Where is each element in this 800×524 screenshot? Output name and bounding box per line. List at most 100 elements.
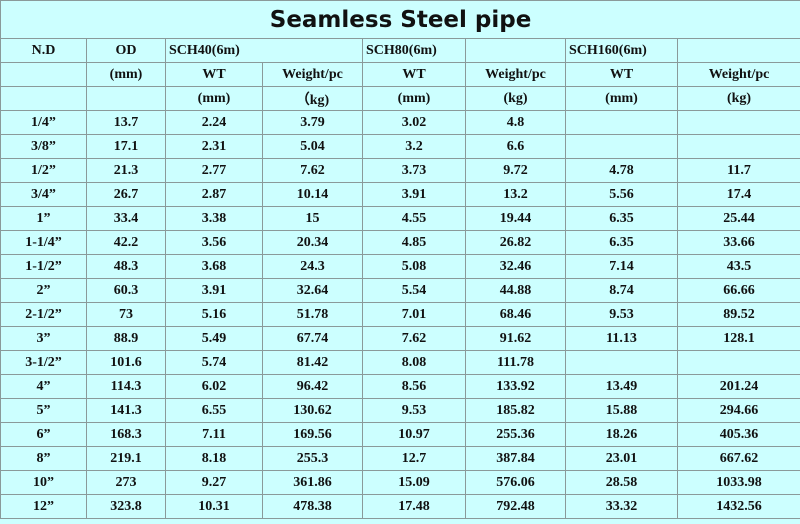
header-row: (mm) WT Weight/pc WT Weight/pc WT Weight/pc (0, 62, 800, 87)
cell: 4” (0, 374, 87, 399)
cell: 44.88 (465, 278, 566, 303)
cell: 1” (0, 206, 87, 231)
cell: 7.14 (565, 254, 678, 279)
data-row: 3-1/2” 101.6 5.74 81.42 8.08 111.78 (0, 350, 800, 375)
cell: 576.06 (465, 470, 566, 495)
cell: (kg) (465, 86, 566, 111)
cell: 361.86 (262, 470, 363, 495)
cell: 405.36 (676, 422, 800, 447)
cell: 4.8 (465, 110, 566, 135)
cell: 2.24 (165, 110, 263, 135)
cell: (mm) (565, 86, 678, 111)
cell: 13.2 (465, 182, 566, 207)
header-cell (465, 38, 566, 63)
cell: 17.48 (362, 494, 466, 519)
cell: 17.1 (86, 134, 166, 159)
cell: 60.3 (86, 278, 166, 303)
cell: 15.09 (362, 470, 466, 495)
cell: 133.92 (465, 374, 566, 399)
data-row: 12” 323.8 10.31 478.38 17.48 792.48 33.32 1432.… (0, 494, 800, 519)
cell: 273 (86, 470, 166, 495)
cell: 294.66 (676, 398, 800, 423)
cell: 32.46 (465, 254, 566, 279)
data-row: 3” 88.9 5.49 67.74 7.62 91.62 11.13 128.1 (0, 326, 800, 351)
cell: 101.6 (86, 350, 166, 375)
cell: 3/4” (0, 182, 87, 207)
cell: 111.78 (465, 350, 566, 375)
cell: 5.49 (165, 326, 263, 351)
cell: 20.34 (262, 230, 363, 255)
cell: 3.79 (262, 110, 363, 135)
cell: 12” (0, 494, 87, 519)
cell: 6.02 (165, 374, 263, 399)
cell: 2” (0, 278, 87, 303)
cell: 8.08 (362, 350, 466, 375)
cell: 9.53 (565, 302, 678, 327)
cell: 7.62 (362, 326, 466, 351)
cell: WT (565, 62, 678, 87)
cell: 5.54 (362, 278, 466, 303)
cell: 9.53 (362, 398, 466, 423)
cell: 9.27 (165, 470, 263, 495)
cell: 9.72 (465, 158, 566, 183)
data-row: 1/4” 13.7 2.24 3.79 3.02 4.8 (0, 110, 800, 135)
cell: 5” (0, 398, 87, 423)
data-row: 6” 168.3 7.11 169.56 10.97 255.36 18.26 405.36 (0, 422, 800, 447)
cell: 2.31 (165, 134, 263, 159)
cell: 4.55 (362, 206, 466, 231)
cell: 792.48 (465, 494, 566, 519)
cell: 7.11 (165, 422, 263, 447)
cell: 66.66 (676, 278, 800, 303)
data-row: 1-1/2” 48.3 3.68 24.3 5.08 32.46 7.14 43.5 (0, 254, 800, 279)
cell: Weight/pc (465, 62, 566, 87)
cell: 3.2 (362, 134, 466, 159)
cell: (mm) (86, 62, 166, 87)
cell: 10.14 (262, 182, 363, 207)
cell (0, 62, 87, 87)
cell: 2-1/2” (0, 302, 87, 327)
cell: (kg) (676, 86, 800, 111)
header-cell: OD (86, 38, 166, 63)
cell: 128.1 (676, 326, 800, 351)
cell: 3.68 (165, 254, 263, 279)
cell: 6.35 (565, 206, 678, 231)
data-row: 10” 273 9.27 361.86 15.09 576.06 28.58 1033.98 (0, 470, 800, 495)
cell: 13.49 (565, 374, 678, 399)
cell: 5.16 (165, 302, 263, 327)
cell: 23.01 (565, 446, 678, 471)
cell: 26.82 (465, 230, 566, 255)
cell: 42.2 (86, 230, 166, 255)
cell: 3.91 (165, 278, 263, 303)
data-row: 2” 60.3 3.91 32.64 5.54 44.88 8.74 66.66 (0, 278, 800, 303)
cell: 96.42 (262, 374, 363, 399)
cell: 33.66 (676, 230, 800, 255)
cell: 6.35 (565, 230, 678, 255)
cell: 667.62 (676, 446, 800, 471)
data-row: 8” 219.1 8.18 255.3 12.7 387.84 23.01 667.62 (0, 446, 800, 471)
cell: 24.3 (262, 254, 363, 279)
cell: 33.4 (86, 206, 166, 231)
cell: 5.04 (262, 134, 363, 159)
cell: 68.46 (465, 302, 566, 327)
cell: 19.44 (465, 206, 566, 231)
cell: WT (362, 62, 466, 87)
cell: 3/8” (0, 134, 87, 159)
cell: 3.38 (165, 206, 263, 231)
data-row: 1/2” 21.3 2.77 7.62 3.73 9.72 4.78 11.7 (0, 158, 800, 183)
cell: 3” (0, 326, 87, 351)
cell: 17.4 (676, 182, 800, 207)
cell: 8.18 (165, 446, 263, 471)
cell: 219.1 (86, 446, 166, 471)
cell: 91.62 (465, 326, 566, 351)
cell: Weight/pc (262, 62, 363, 87)
data-row: 2-1/2” 73 5.16 51.78 7.01 68.46 9.53 89.52 (0, 302, 800, 327)
cell (676, 134, 800, 159)
cell: 1-1/4” (0, 230, 87, 255)
cell: 5.74 (165, 350, 263, 375)
data-row: 3/4” 26.7 2.87 10.14 3.91 13.2 5.56 17.4 (0, 182, 800, 207)
cell: 1-1/2” (0, 254, 87, 279)
cell: 11.7 (676, 158, 800, 183)
cell (565, 110, 678, 135)
